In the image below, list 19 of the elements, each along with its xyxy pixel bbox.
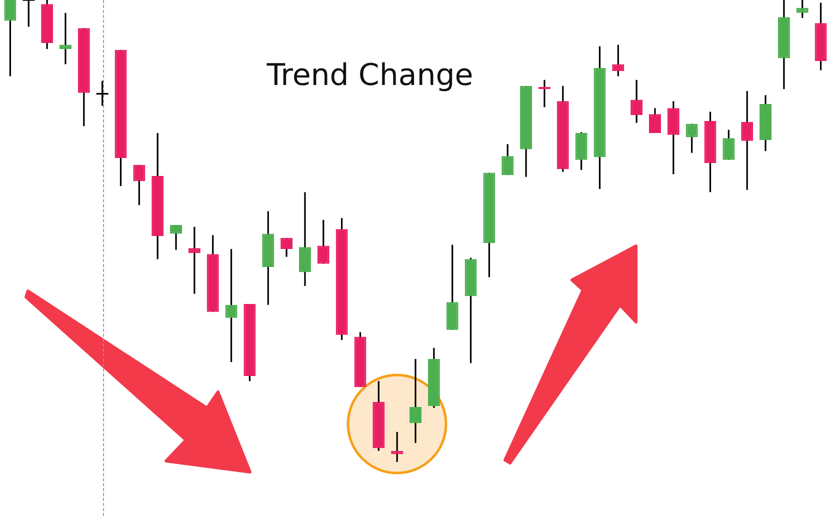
- candlestick: [575, 131, 588, 171]
- candlestick: [630, 79, 643, 124]
- candlestick: [170, 224, 182, 251]
- candlestick: [133, 164, 146, 206]
- candlestick: [4, 0, 16, 78]
- candlestick: [667, 100, 680, 175]
- candlestick: [96, 80, 110, 107]
- candlestick: [225, 248, 238, 363]
- text: Trend Change: [266, 58, 474, 93]
- candlestick: [722, 129, 735, 161]
- candlestick: [612, 44, 624, 78]
- candlestick: [741, 90, 754, 191]
- candlestick: [317, 219, 330, 265]
- candlestick: [22, 0, 36, 28]
- candlestick: [686, 123, 698, 154]
- candlestick: [410, 358, 422, 444]
- candlestick: [188, 226, 200, 295]
- candlestick: [796, 0, 808, 19]
- candlestick: [298, 191, 311, 287]
